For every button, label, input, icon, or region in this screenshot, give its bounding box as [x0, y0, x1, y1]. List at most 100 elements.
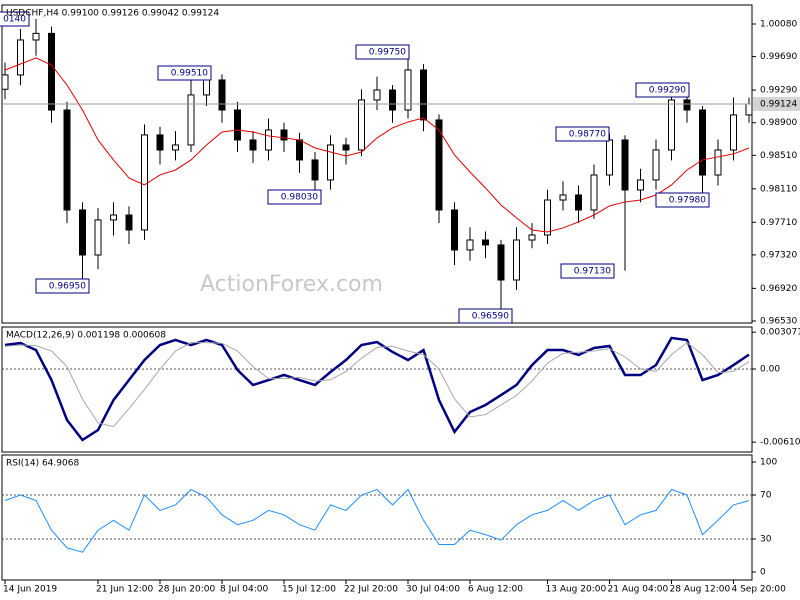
panel-title: USDCHF,H4 0.99100 0.99126 0.99042 0.9912…: [6, 9, 219, 19]
series-line: [4, 336, 750, 442]
current-price-box: [753, 96, 800, 111]
y-tick-label: 0: [760, 567, 766, 577]
x-tick-label: 28 Jun 20:00: [158, 585, 215, 595]
current-price-label: 0.99124: [760, 99, 797, 109]
annotation-box: [267, 189, 322, 205]
panel-title: MACD(12,26,9) 0.001198 0.000608: [6, 331, 166, 341]
candle-body: [730, 114, 737, 151]
candle-body: [652, 149, 660, 181]
candle-body: [528, 234, 536, 241]
candle-body: [234, 109, 241, 141]
candle-body: [714, 149, 722, 176]
x-tick-label: 30 Jul 04:00: [406, 585, 460, 595]
x-tick-label: 21 Jun 12:00: [96, 585, 153, 595]
candle-body: [559, 194, 567, 201]
candle-body: [218, 79, 226, 111]
candle-body: [280, 129, 288, 141]
candle-body: [32, 32, 40, 41]
annotation: 0.97130: [574, 267, 611, 277]
candle-body: [94, 219, 102, 256]
annotation-box: [355, 44, 410, 60]
candle-body: [110, 214, 117, 221]
annotation: 0.99750: [369, 48, 406, 58]
candle-body: [1, 74, 9, 90]
candle-body: [141, 134, 148, 231]
x-tick-label: 21 Aug 04:00: [608, 585, 669, 595]
y-tick-label: 70: [760, 491, 772, 501]
candle-body: [389, 89, 396, 111]
candle-body: [420, 69, 427, 121]
watermark: ActionForex.com: [200, 272, 383, 297]
candle-body: [683, 99, 691, 111]
candle-body: [358, 99, 365, 151]
y-tick-label: 0.98900: [760, 118, 797, 128]
candle-body: [187, 94, 195, 146]
x-tick-label: 14 Jun 2019: [3, 585, 57, 595]
candle-body: [125, 214, 133, 231]
x-tick-label: 4 Sep 20:00: [732, 585, 787, 595]
y-tick-label: 0.003071: [760, 328, 800, 338]
x-tick-label: 28 Aug 12:00: [670, 585, 731, 595]
candle-body: [451, 209, 458, 251]
candle-body: [544, 199, 551, 236]
candle-body: [48, 32, 55, 111]
series-line: [4, 488, 750, 553]
annotation: 0.96590: [472, 312, 509, 322]
candle-body: [311, 159, 319, 181]
candle-body: [156, 134, 164, 151]
annotation-box: [458, 308, 513, 324]
moving-average: [4, 57, 750, 233]
y-tick-label: 0.96920: [760, 284, 797, 294]
candle-body: [203, 79, 210, 96]
x-tick-label: 13 Aug 20:00: [546, 585, 607, 595]
candle-body: [79, 209, 86, 256]
candle-body: [699, 109, 706, 176]
candle-body: [265, 129, 272, 151]
candle-body: [590, 174, 598, 211]
y-tick-label: 0.00: [760, 365, 780, 375]
annotation: 0.99510: [171, 69, 208, 79]
panel-frame: [1, 454, 753, 581]
annotation: 0.97980: [669, 196, 706, 206]
y-tick-label: 0.97710: [760, 218, 797, 228]
candle-body: [172, 144, 179, 151]
candle-body: [373, 89, 381, 101]
candle-body: [575, 194, 582, 211]
y-tick-label: 0.99690: [760, 52, 797, 62]
panel-title: RSI(14) 64.9068: [6, 459, 79, 469]
annotation-box: [35, 278, 90, 294]
annotation-box: [655, 192, 710, 208]
candle-body: [621, 139, 629, 191]
annotation-box: [0, 11, 30, 27]
candle-body: [63, 109, 71, 211]
y-tick-label: 0.97320: [760, 250, 797, 260]
annotation: 0.98030: [281, 193, 318, 203]
candle-body: [668, 99, 675, 151]
candle-body: [435, 119, 443, 211]
annotation: 0.96950: [49, 282, 86, 292]
candle-body: [482, 239, 489, 246]
annotation: 0.98770: [569, 130, 606, 140]
x-tick-label: 15 Jul 12:00: [282, 585, 336, 595]
candle-body: [637, 179, 644, 191]
y-tick-label: -0.006101: [760, 438, 800, 448]
annotation-box: [157, 65, 212, 81]
panel-frame: [1, 326, 753, 453]
annotation: 0140: [3, 15, 26, 25]
candle-body: [466, 239, 474, 251]
y-tick-label: 100: [760, 458, 777, 468]
y-tick-label: 30: [760, 534, 772, 544]
series-line: [4, 341, 750, 428]
candle-body: [606, 139, 613, 176]
candle-body: [296, 139, 303, 161]
y-tick-label: 0.98510: [760, 151, 797, 161]
candle-body: [327, 144, 334, 181]
candle-body: [745, 103, 753, 116]
y-tick-label: 0.98110: [760, 184, 797, 194]
x-tick-label: 6 Aug 12:00: [468, 585, 523, 595]
candle-body: [17, 39, 24, 76]
annotation: 0.99290: [649, 86, 686, 96]
candle-body: [513, 239, 520, 281]
candle-body: [342, 144, 350, 151]
